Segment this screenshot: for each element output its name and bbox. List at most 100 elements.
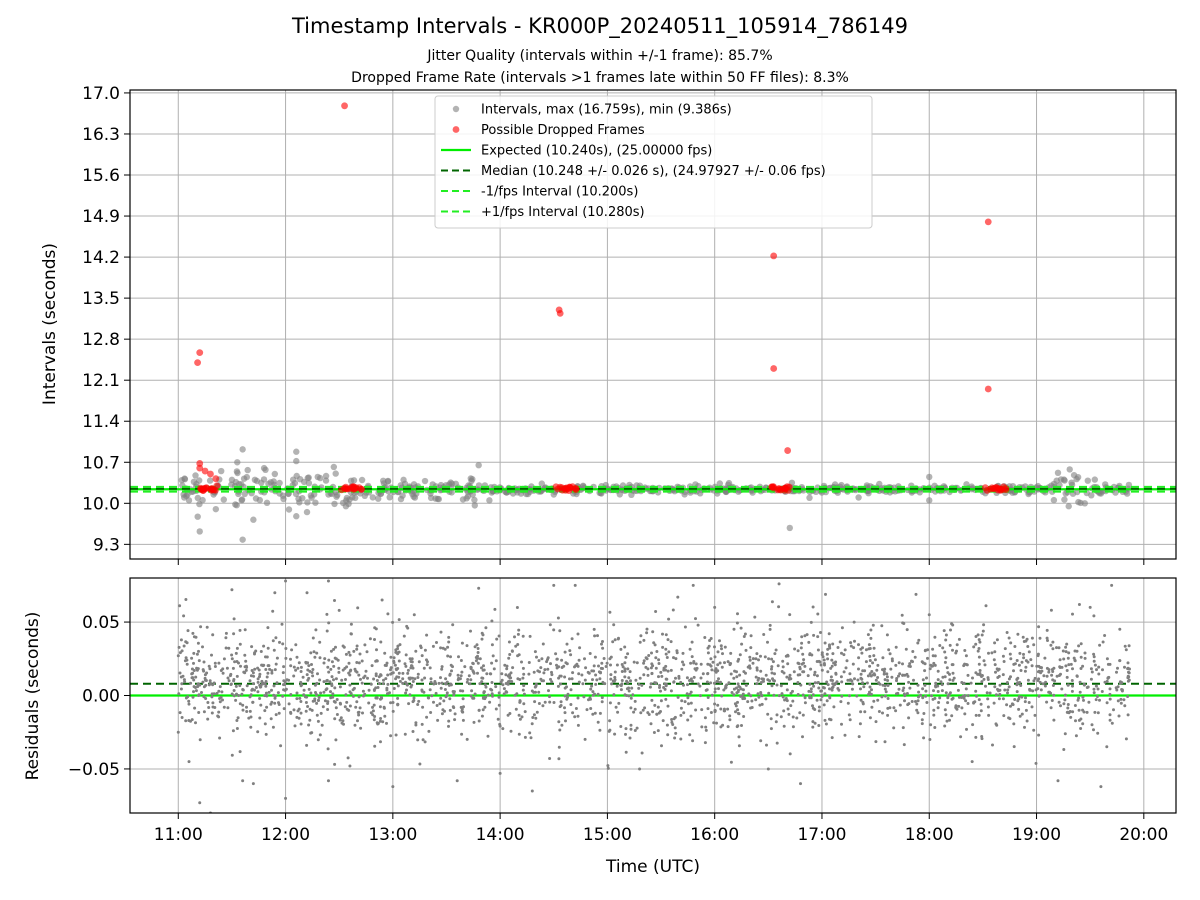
residual-point (449, 682, 453, 686)
residual-point (748, 655, 752, 659)
residual-point (766, 767, 770, 771)
residual-point (1105, 701, 1109, 705)
interval-point (380, 477, 387, 484)
residual-point (593, 634, 597, 638)
residual-point (1033, 713, 1037, 717)
residual-point (439, 676, 442, 680)
residual-point (1032, 679, 1036, 683)
residual-point (876, 676, 880, 679)
residual-point (536, 669, 540, 673)
residual-point (620, 670, 624, 673)
residual-point (497, 634, 501, 638)
residual-point (389, 734, 393, 738)
residual-point (729, 651, 733, 655)
residual-point (597, 664, 600, 668)
residual-point (220, 690, 224, 694)
residual-point (661, 632, 664, 636)
residual-point (650, 651, 653, 655)
residual-point (637, 686, 641, 690)
residual-point (829, 666, 833, 670)
residual-point (962, 664, 966, 668)
residual-point (342, 722, 345, 726)
residual-point (344, 678, 347, 681)
residual-point (541, 642, 545, 646)
residual-point (320, 723, 324, 727)
residual-point (451, 623, 455, 627)
residual-point (1077, 644, 1081, 648)
residual-point (1118, 659, 1122, 663)
interval-point (234, 459, 241, 466)
residual-point (843, 648, 847, 652)
interval-point (855, 494, 862, 501)
residual-point (278, 640, 281, 644)
residual-point (1032, 728, 1036, 732)
residual-point (279, 744, 283, 748)
time-x-tick-label: 18:00 (905, 825, 954, 845)
residual-point (719, 644, 723, 648)
residual-point (974, 635, 978, 638)
dropped-frame-point (196, 464, 204, 472)
residual-point (202, 660, 206, 664)
residual-point (397, 671, 401, 675)
residual-point (425, 633, 429, 637)
residual-point (564, 719, 567, 723)
residual-point (801, 735, 804, 739)
residual-point (269, 717, 273, 721)
residual-point (357, 713, 361, 717)
residual-point (657, 675, 660, 679)
residual-point (333, 717, 337, 721)
residual-point (993, 685, 997, 689)
residual-point (676, 695, 680, 699)
residual-point (846, 701, 850, 705)
residual-point (1061, 649, 1065, 653)
residual-point (825, 680, 829, 684)
residual-point (374, 674, 378, 678)
residual-point (1024, 665, 1028, 669)
residual-point (404, 653, 408, 657)
residual-point (1097, 672, 1101, 676)
residual-point (333, 686, 337, 690)
residual-point (486, 734, 490, 738)
residual-point (436, 718, 440, 722)
residual-point (211, 633, 215, 637)
residual-point (528, 634, 532, 638)
residual-point (316, 672, 319, 676)
residual-point (660, 744, 663, 748)
residual-point (771, 677, 774, 681)
residual-point (742, 635, 746, 638)
residual-point (202, 695, 206, 699)
residual-point (696, 623, 700, 627)
residual-point (497, 703, 501, 707)
residual-point (994, 722, 998, 726)
time-x-tick-label: 20:00 (1119, 825, 1168, 845)
residual-point (569, 688, 573, 692)
residual-point (520, 660, 523, 664)
residual-point (942, 629, 946, 633)
residual-point (738, 653, 742, 657)
residual-point (271, 609, 275, 613)
residual-point (823, 692, 827, 696)
interval-point (333, 493, 340, 500)
residual-point (274, 694, 277, 698)
residual-point (649, 666, 653, 670)
residual-point (712, 681, 716, 685)
residual-point (539, 666, 543, 670)
residual-point (565, 697, 569, 701)
residual-point (620, 679, 624, 682)
residual-point (477, 586, 481, 590)
residual-point (311, 699, 315, 703)
residual-point (954, 704, 958, 708)
residual-point (755, 668, 759, 672)
residual-point (396, 684, 400, 688)
residual-point (807, 640, 811, 644)
residual-point (728, 714, 732, 718)
residual-point (700, 725, 704, 729)
residual-point (289, 657, 292, 661)
residual-point (716, 663, 720, 667)
residual-point (820, 668, 824, 672)
residual-point (295, 691, 299, 695)
residual-point (337, 608, 341, 612)
residual-point (355, 700, 359, 704)
residual-point (483, 683, 487, 687)
residual-point (1082, 698, 1085, 702)
